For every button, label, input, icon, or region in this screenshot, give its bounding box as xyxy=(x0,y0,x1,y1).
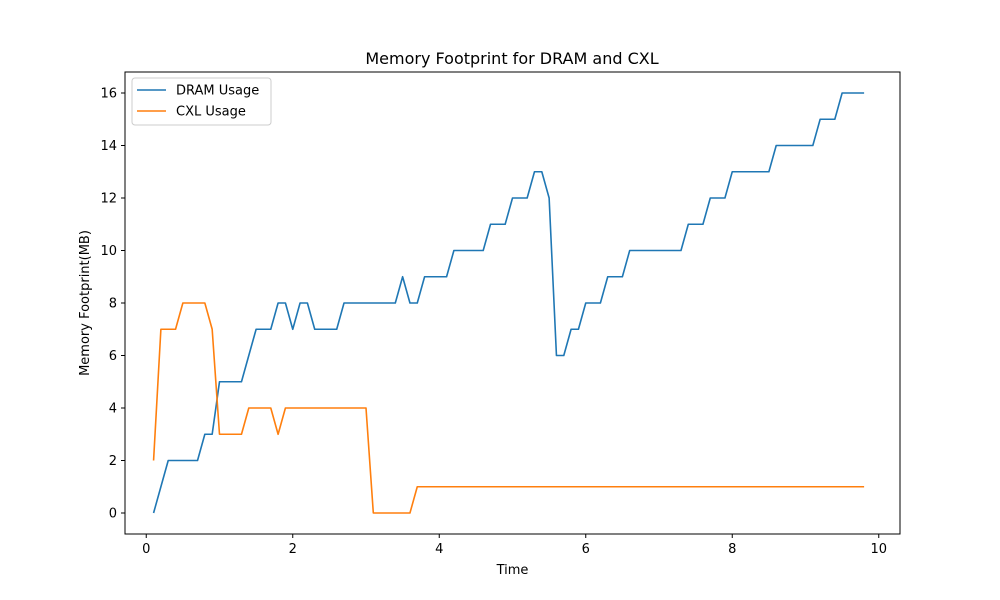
ticks-layer: 0 2 4 6 8 10 0 2 4 6 8 10 12 14 16 xyxy=(100,87,887,558)
x-tick-label: 6 xyxy=(582,542,590,557)
legend: DRAM Usage CXL Usage xyxy=(131,77,272,126)
cxl-usage-line xyxy=(152,302,865,514)
plot-area xyxy=(125,72,900,534)
chart-title: Memory Footprint for DRAM and CXL xyxy=(365,49,658,68)
y-tick-label: 8 xyxy=(109,297,117,312)
y-tick-label: 2 xyxy=(109,454,117,469)
series-layer xyxy=(152,92,865,514)
legend-box xyxy=(131,77,272,126)
dram-usage-line xyxy=(152,92,865,514)
y-axis-label: Memory Footprint(MB) xyxy=(78,230,93,376)
y-tick-label: 0 xyxy=(109,507,117,522)
y-tick-label: 10 xyxy=(100,244,117,259)
plot-frame xyxy=(124,71,901,535)
x-tick-label: 0 xyxy=(142,542,150,557)
y-tick-label: 6 xyxy=(109,349,117,364)
x-tick-label: 10 xyxy=(870,542,887,557)
y-tick-label: 16 xyxy=(100,87,117,102)
y-tick-label: 14 xyxy=(100,139,117,154)
x-tick-label: 4 xyxy=(435,542,443,557)
legend-label-cxl-usage: CXL Usage xyxy=(176,105,246,120)
x-tick-label: 8 xyxy=(728,542,736,557)
legend-label-dram-usage: DRAM Usage xyxy=(176,84,259,99)
x-tick-label: 2 xyxy=(289,542,297,557)
x-axis-label: Time xyxy=(496,563,529,578)
y-tick-label: 4 xyxy=(109,402,117,417)
y-tick-label: 12 xyxy=(100,192,117,207)
